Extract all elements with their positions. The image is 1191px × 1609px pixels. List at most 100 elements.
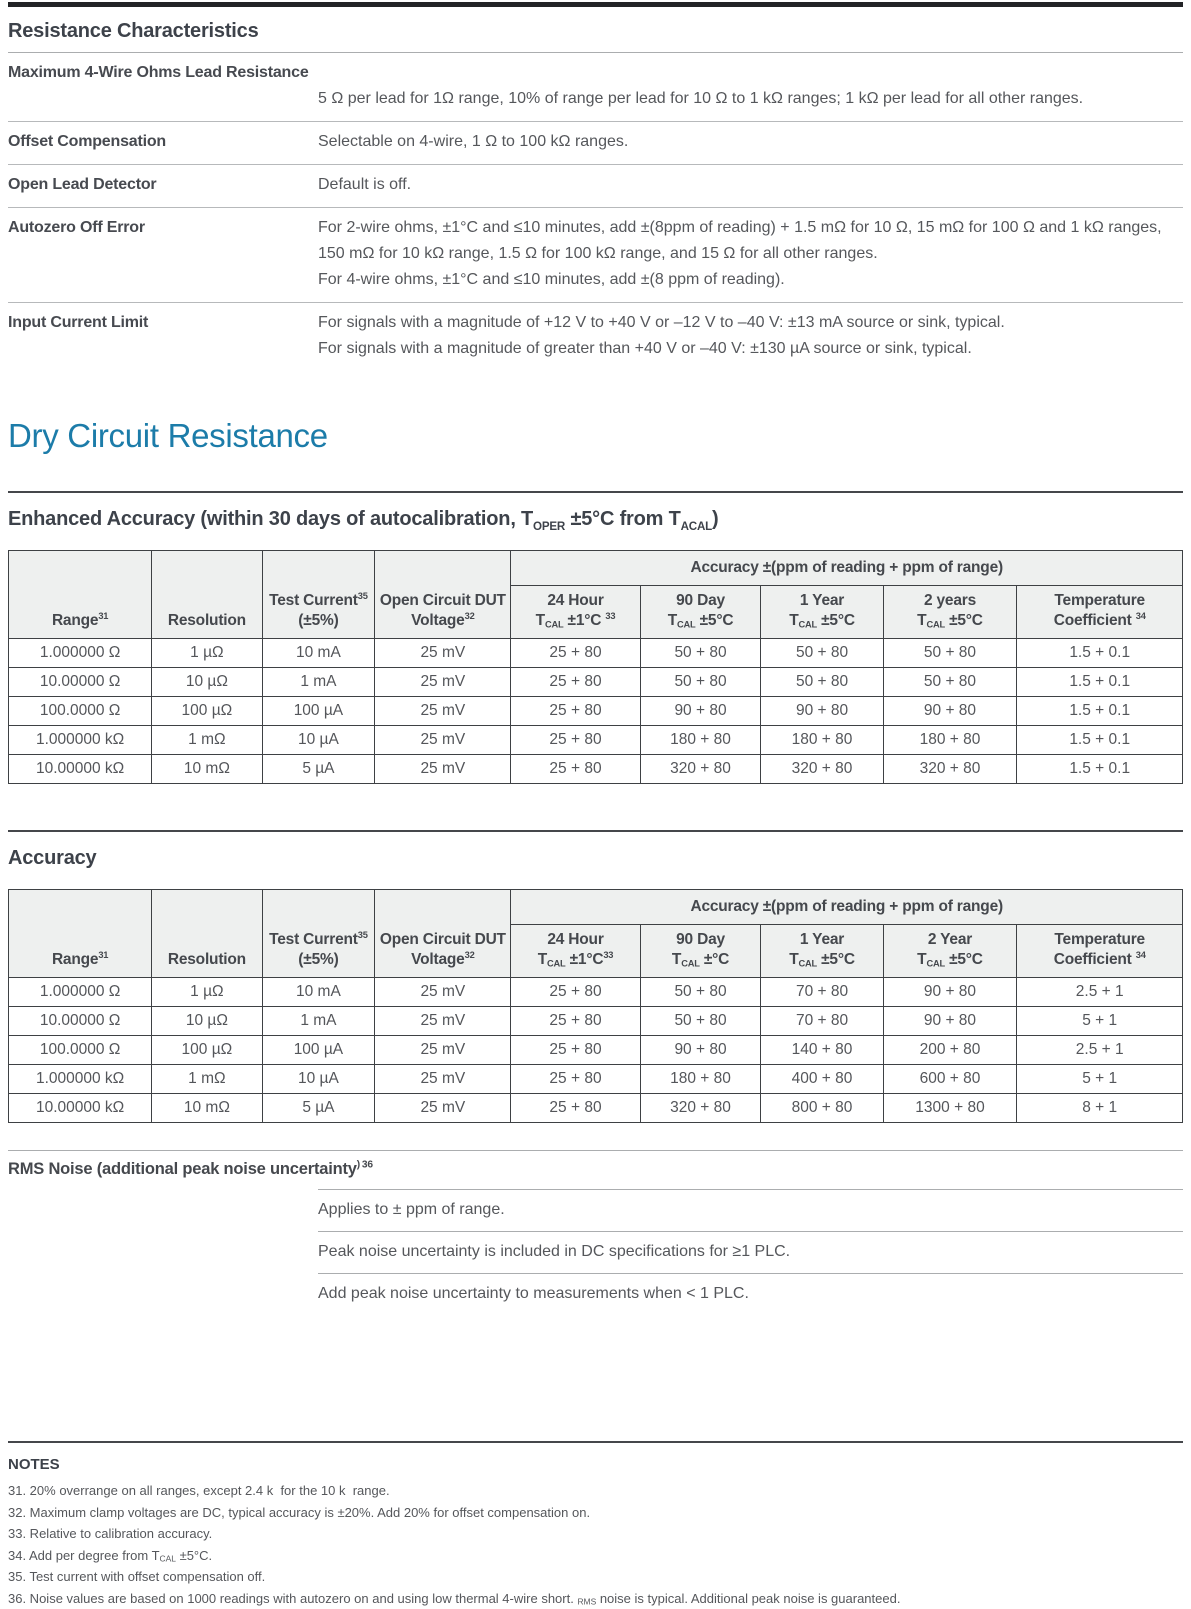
table-cell: 1300 + 80 (883, 1094, 1017, 1123)
spec-row: Autozero Off Error For 2-wire ohms, ±1°C… (8, 207, 1183, 302)
table-cell: 50 + 80 (761, 639, 883, 668)
note-item: 32. Maximum clamp voltages are DC, typic… (8, 1502, 1183, 1524)
table-cell: 400 + 80 (761, 1065, 883, 1094)
table-cell: 180 + 80 (883, 726, 1017, 755)
table-cell: 5 µA (262, 755, 375, 784)
table-cell: 90 + 80 (761, 697, 883, 726)
column-header-temp-coefficient: Temperature Coefficient 34 (1017, 925, 1183, 978)
table-cell: 320 + 80 (640, 755, 761, 784)
spec-value: For 2-wire ohms, ±1°C and ≤10 minutes, a… (318, 215, 1183, 293)
table-cell: 25 mV (375, 978, 511, 1007)
section-title-enhanced-accuracy: Enhanced Accuracy (within 30 days of aut… (8, 508, 1183, 531)
table-cell: 5 + 1 (1017, 1065, 1183, 1094)
table-cell: 90 + 80 (883, 1007, 1017, 1036)
table-cell: 10 mΩ (152, 755, 262, 784)
table-cell: 90 + 80 (883, 697, 1017, 726)
table-cell: 25 + 80 (511, 1065, 640, 1094)
table-cell: 2.5 + 1 (1017, 978, 1183, 1007)
table-cell: 10.00000 Ω (9, 1007, 152, 1036)
table-cell: 90 + 80 (640, 697, 761, 726)
column-header-open-circuit: Open Circuit DUT Voltage32 (375, 551, 511, 639)
spec-label: Input Current Limit (8, 310, 318, 362)
table-cell: 25 mV (375, 726, 511, 755)
table-cell: 180 + 80 (761, 726, 883, 755)
table-cell: 10 µΩ (152, 1007, 262, 1036)
note-item: 31. 20% overrange on all ranges, except … (8, 1480, 1183, 1502)
table-cell: 100 µA (262, 697, 375, 726)
spec-value-line: For signals with a magnitude of greater … (318, 336, 1183, 362)
table-cell: 25 + 80 (511, 755, 640, 784)
table-cell: 25 + 80 (511, 978, 640, 1007)
section-rule (8, 491, 1183, 493)
spec-label: Maximum 4-Wire Ohms Lead Resistance (8, 60, 1183, 86)
column-header-accuracy-group: Accuracy ±(ppm of reading + ppm of range… (511, 551, 1183, 586)
table-cell: 100 µA (262, 1036, 375, 1065)
notes-list: 31. 20% overrange on all ranges, except … (8, 1480, 1183, 1609)
table-cell: 100.0000 Ω (9, 1036, 152, 1065)
table-cell: 1.5 + 0.1 (1017, 639, 1183, 668)
spec-value: For signals with a magnitude of +12 V to… (318, 310, 1183, 362)
chapter-title-dry-circuit-resistance: Dry Circuit Resistance (8, 417, 1183, 455)
table-cell: 50 + 80 (761, 668, 883, 697)
table-cell: 25 mV (375, 1007, 511, 1036)
section-title-notes: NOTES (8, 1456, 1183, 1473)
table-cell: 100.0000 Ω (9, 697, 152, 726)
table-header-row: Range31 Resolution Test Current35 (±5%) … (9, 551, 1183, 586)
note-item: 33. Relative to calibration accuracy. (8, 1523, 1183, 1545)
table-cell: 100 µΩ (152, 697, 262, 726)
rms-noise-item: Peak noise uncertainty is included in DC… (318, 1231, 1183, 1273)
section-rule (8, 1441, 1183, 1443)
table-cell: 1 mΩ (152, 726, 262, 755)
table-cell: 10 mA (262, 978, 375, 1007)
enhanced-accuracy-table: Range31 Resolution Test Current35 (±5%) … (8, 550, 1183, 784)
spec-value-line: For 2-wire ohms, ±1°C and ≤10 minutes, a… (318, 215, 1183, 267)
table-cell: 25 + 80 (511, 1094, 640, 1123)
spec-label: Open Lead Detector (8, 172, 318, 198)
table-cell: 800 + 80 (761, 1094, 883, 1123)
spec-value: 5 Ω per lead for 1Ω range, 10% of range … (318, 86, 1183, 112)
table-cell: 50 + 80 (883, 639, 1017, 668)
table-cell: 25 + 80 (511, 668, 640, 697)
column-header-resolution: Resolution (152, 551, 262, 639)
accuracy-table: Range31 Resolution Test Current35 (±5%) … (8, 889, 1183, 1123)
column-header-test-current: Test Current35 (±5%) (262, 890, 375, 978)
table-cell: 10 µΩ (152, 668, 262, 697)
table-cell: 90 + 80 (640, 1036, 761, 1065)
table-cell: 50 + 80 (883, 668, 1017, 697)
table-cell: 50 + 80 (640, 668, 761, 697)
top-rule (8, 2, 1183, 7)
divider (8, 1150, 1183, 1151)
table-cell: 320 + 80 (640, 1094, 761, 1123)
table-cell: 25 mV (375, 697, 511, 726)
column-header-range: Range31 (9, 890, 152, 978)
table-cell: 1 µΩ (152, 639, 262, 668)
table-cell: 25 mV (375, 755, 511, 784)
table-cell: 2.5 + 1 (1017, 1036, 1183, 1065)
spec-label: Offset Compensation (8, 129, 318, 155)
spec-value-line: 5 Ω per lead for 1Ω range, 10% of range … (318, 86, 1183, 112)
table-cell: 1 µΩ (152, 978, 262, 1007)
section-rule (8, 830, 1183, 832)
spec-list: Maximum 4-Wire Ohms Lead Resistance 5 Ω … (8, 53, 1183, 371)
table-cell: 10 mΩ (152, 1094, 262, 1123)
spec-label: Autozero Off Error (8, 215, 318, 293)
column-header-resolution: Resolution (152, 890, 262, 978)
table-cell: 1.5 + 0.1 (1017, 668, 1183, 697)
table-cell: 1.000000 Ω (9, 978, 152, 1007)
table-cell: 70 + 80 (761, 978, 883, 1007)
column-header-test-current: Test Current35 (±5%) (262, 551, 375, 639)
rms-noise-item: Add peak noise uncertainty to measuremen… (318, 1273, 1183, 1315)
